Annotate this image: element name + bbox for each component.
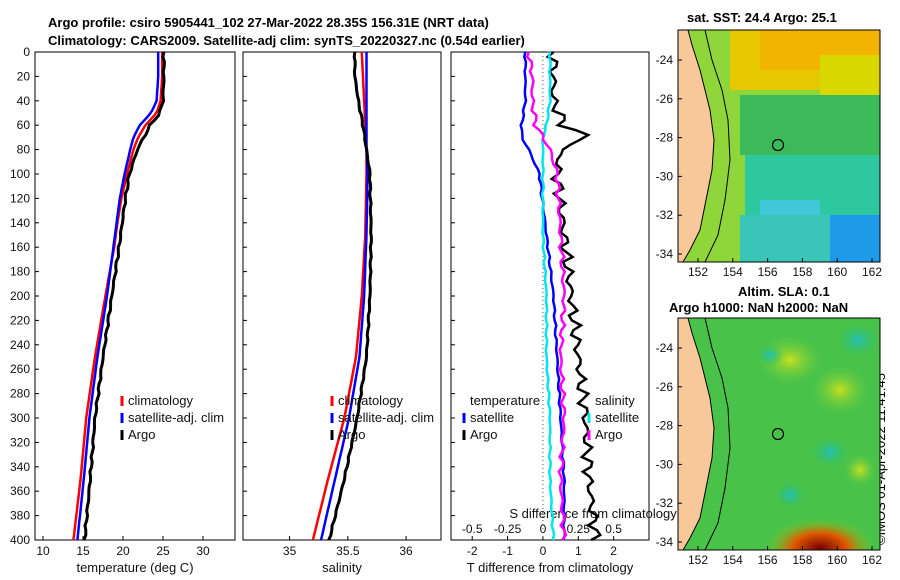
- map-xtick-label: 156: [758, 265, 778, 279]
- ytick-label: 140: [10, 216, 30, 230]
- xtick-label: 1: [575, 544, 582, 558]
- legend-salinity-label: Argo: [338, 427, 365, 442]
- map-ytick-label: -32: [656, 496, 674, 510]
- xtick-label: 10: [36, 544, 50, 558]
- legend-temperature-label: satellite-adj. clim: [128, 410, 224, 425]
- panel-frame-salinity: [242, 51, 442, 541]
- ytick-label: 320: [10, 435, 30, 449]
- sla-map: [678, 318, 880, 550]
- ytick-label: 340: [10, 460, 30, 474]
- xtick-label: -1: [502, 544, 513, 558]
- ytick-label: 80: [17, 143, 31, 157]
- xtick-label: 25: [156, 544, 170, 558]
- profile-line-salinity-satellite-adj-clim: [319, 52, 369, 541]
- xtick-label: 20: [116, 544, 130, 558]
- profile-line-temperature-satellite-adj-clim: [76, 52, 160, 541]
- legend-diff-left-label: temperature: [470, 393, 540, 408]
- ytick-label: 220: [10, 313, 30, 327]
- map-ytick-label: -26: [656, 380, 674, 394]
- sla-map-title-line2: Argo h1000: NaN h2000: NaN: [669, 300, 849, 315]
- map-xtick-label: 160: [827, 553, 847, 567]
- map-xtick-label: 154: [723, 553, 743, 567]
- xaxis-label: temperature (deg C): [76, 560, 193, 575]
- map-xtick-label: 162: [862, 265, 882, 279]
- ytick-label: 260: [10, 362, 30, 376]
- ytick-label: 0: [23, 45, 30, 59]
- legend-diff-right-label: salinity: [595, 393, 635, 408]
- map-ytick-label: -28: [656, 419, 674, 433]
- main-title-line2: Climatology: CARS2009. Satellite-adj cli…: [48, 33, 525, 48]
- ytick-label: 200: [10, 289, 30, 303]
- secondary-xtick-label: 0.25: [567, 522, 591, 536]
- diff-line-temperature-argo: [545, 51, 602, 542]
- ytick-label: 280: [10, 387, 30, 401]
- xtick-label: 36: [399, 544, 413, 558]
- ytick-label: 300: [10, 411, 30, 425]
- profile-line-temperature-climatology: [72, 52, 164, 541]
- secondary-xtick-label: -0.25: [494, 522, 522, 536]
- map-ytick-label: -30: [656, 169, 674, 183]
- ytick-label: 100: [10, 167, 30, 181]
- map-ytick-label: -24: [656, 341, 674, 355]
- ytick-label: 360: [10, 484, 30, 498]
- ytick-label: 160: [10, 240, 30, 254]
- xtick-label: 0: [540, 544, 547, 558]
- map-xtick-label: 158: [792, 265, 812, 279]
- legend-diff-left-label: satellite: [470, 410, 514, 425]
- legend-temperature-label: climatology: [128, 393, 194, 408]
- ytick-label: 380: [10, 509, 30, 523]
- legend-diff-right-label: Argo: [595, 427, 622, 442]
- ytick-label: 400: [10, 533, 30, 547]
- map-ytick-label: -24: [656, 53, 674, 67]
- profile-line-salinity-argo: [327, 51, 373, 541]
- xtick-label: 2: [610, 544, 617, 558]
- ytick-label: 240: [10, 338, 30, 352]
- secondary-xtick-label: 0.5: [605, 522, 622, 536]
- xtick-label: 15: [76, 544, 90, 558]
- legend-temperature-label: Argo: [128, 427, 155, 442]
- diff-line-temperature-satellite: [519, 51, 567, 541]
- panel-frame-temperature: [34, 51, 236, 541]
- map-ytick-label: -26: [656, 92, 674, 106]
- map-xtick-label: 152: [688, 265, 708, 279]
- xtick-label: 30: [196, 544, 210, 558]
- ytick-label: 120: [10, 191, 30, 205]
- ytick-label: 40: [17, 94, 31, 108]
- diff-line-salinity-satellite: [540, 51, 556, 541]
- xaxis-label: T difference from climatology: [467, 560, 634, 575]
- map-xtick-label: 160: [827, 265, 847, 279]
- map-xtick-label: 152: [688, 553, 708, 567]
- secondary-xtick-label: 0: [540, 522, 547, 536]
- xtick-label: -2: [467, 544, 478, 558]
- secondary-xtick-label: -0.5: [462, 522, 483, 536]
- map-xtick-label: 156: [758, 553, 778, 567]
- diff-line-salinity-argo: [525, 51, 568, 541]
- xtick-label: 35: [283, 544, 297, 558]
- map-xtick-label: 162: [862, 553, 882, 567]
- map-xtick-label: 158: [792, 553, 812, 567]
- map-ytick-label: -32: [656, 208, 674, 222]
- xaxis-label: salinity: [322, 560, 362, 575]
- legend-salinity-label: climatology: [338, 393, 404, 408]
- map-xtick-label: 154: [723, 265, 743, 279]
- map-ytick-label: -34: [656, 535, 674, 549]
- map-ytick-label: -30: [656, 457, 674, 471]
- main-title-line1: Argo profile: csiro 5905441_102 27-Mar-2…: [48, 15, 489, 30]
- legend-diff-left-label: Argo: [470, 427, 497, 442]
- map-ytick-label: -34: [656, 247, 674, 261]
- legend-diff-right-label: satellite: [595, 410, 639, 425]
- ytick-label: 20: [17, 69, 31, 83]
- sla-map-title-line1: Altim. SLA: 0.1: [738, 284, 830, 299]
- sst-map: [678, 30, 880, 262]
- ytick-label: 60: [17, 118, 31, 132]
- map-ytick-label: -28: [656, 131, 674, 145]
- profile-line-temperature-argo: [82, 51, 166, 541]
- sst-map-title: sat. SST: 24.4 Argo: 25.1: [687, 10, 837, 25]
- ytick-label: 180: [10, 265, 30, 279]
- legend-salinity-label: satellite-adj. clim: [338, 410, 434, 425]
- xtick-label: 35.5: [336, 544, 360, 558]
